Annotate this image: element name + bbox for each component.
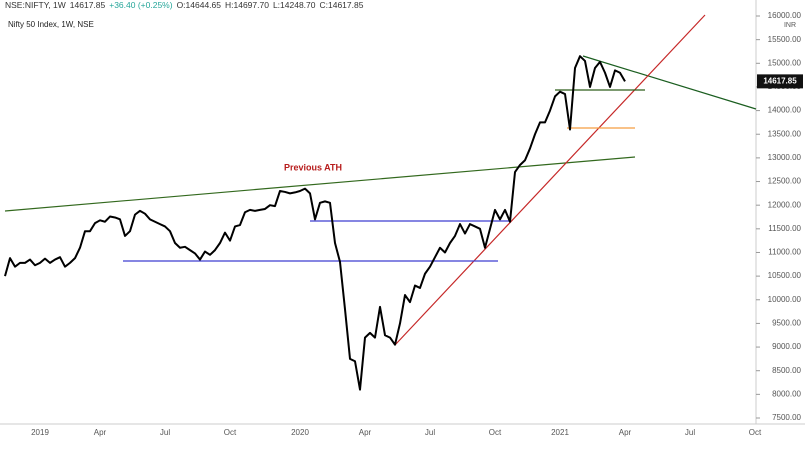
ohlc: L:14248.70: [272, 0, 316, 10]
y-tick-label: 13500.00: [768, 129, 802, 138]
y-tick-label: 9500.00: [772, 319, 801, 328]
x-tick-label: Jul: [425, 428, 435, 437]
currency-label: INR: [784, 22, 796, 29]
price-line: [4, 55, 626, 391]
x-tick-label: Apr: [359, 428, 372, 437]
y-tick-label: 14000.00: [768, 106, 802, 115]
ohlc: H:14697.70: [225, 0, 269, 10]
x-tick-label: Jul: [685, 428, 695, 437]
x-tick-label: Jul: [160, 428, 170, 437]
x-tick-label: 2020: [291, 428, 309, 437]
symbol: NSE:NIFTY, 1W: [5, 0, 66, 10]
x-tick-label: 2019: [31, 428, 49, 437]
y-tick-label: 10500.00: [768, 271, 802, 280]
ohlc: C:14617.85: [319, 0, 364, 10]
annotation: Previous ATH: [284, 162, 342, 172]
x-tick-label: Apr: [94, 428, 107, 437]
x-tick-label: 2021: [551, 428, 569, 437]
y-tick-label: 15000.00: [768, 58, 802, 67]
y-tick-label: 7500.00: [772, 413, 801, 422]
y-tick-label: 12500.00: [768, 177, 802, 186]
y-tick-label: 16000.00: [768, 11, 802, 20]
y-tick-label: 15500.00: [768, 35, 802, 44]
y-tick-label: 9000.00: [772, 342, 801, 351]
header: NSE:NIFTY, 1W 14617.85 +36.40 (+0.25%) O…: [5, 0, 363, 10]
change: +36.40 (+0.25%): [109, 0, 173, 10]
x-tick-label: Oct: [224, 428, 237, 437]
y-tick-label: 11500.00: [768, 224, 801, 233]
y-tick-label: 13000.00: [768, 153, 802, 162]
x-tick-label: Oct: [489, 428, 502, 437]
last-price-tag: [757, 74, 803, 89]
trend-drawings: [4, 14, 757, 346]
y-tick-label: 8500.00: [772, 366, 801, 375]
trend-line: [394, 14, 706, 346]
trend-line: [582, 55, 757, 110]
last-price: 14617.85: [69, 0, 106, 10]
y-tick-label: 10000.00: [768, 295, 802, 304]
y-tick-label: 11000.00: [768, 248, 801, 257]
x-tick-label: Oct: [749, 428, 762, 437]
ohlc: O:14644.65: [176, 0, 221, 10]
subtitle: Nifty 50 Index, 1W, NSE: [8, 20, 94, 29]
trend-line: [4, 156, 636, 212]
last-price-label: 14617.85: [763, 76, 797, 85]
y-tick-label: 12000.00: [768, 200, 802, 209]
x-tick-label: Apr: [619, 428, 632, 437]
y-tick-label: 8000.00: [772, 389, 801, 398]
